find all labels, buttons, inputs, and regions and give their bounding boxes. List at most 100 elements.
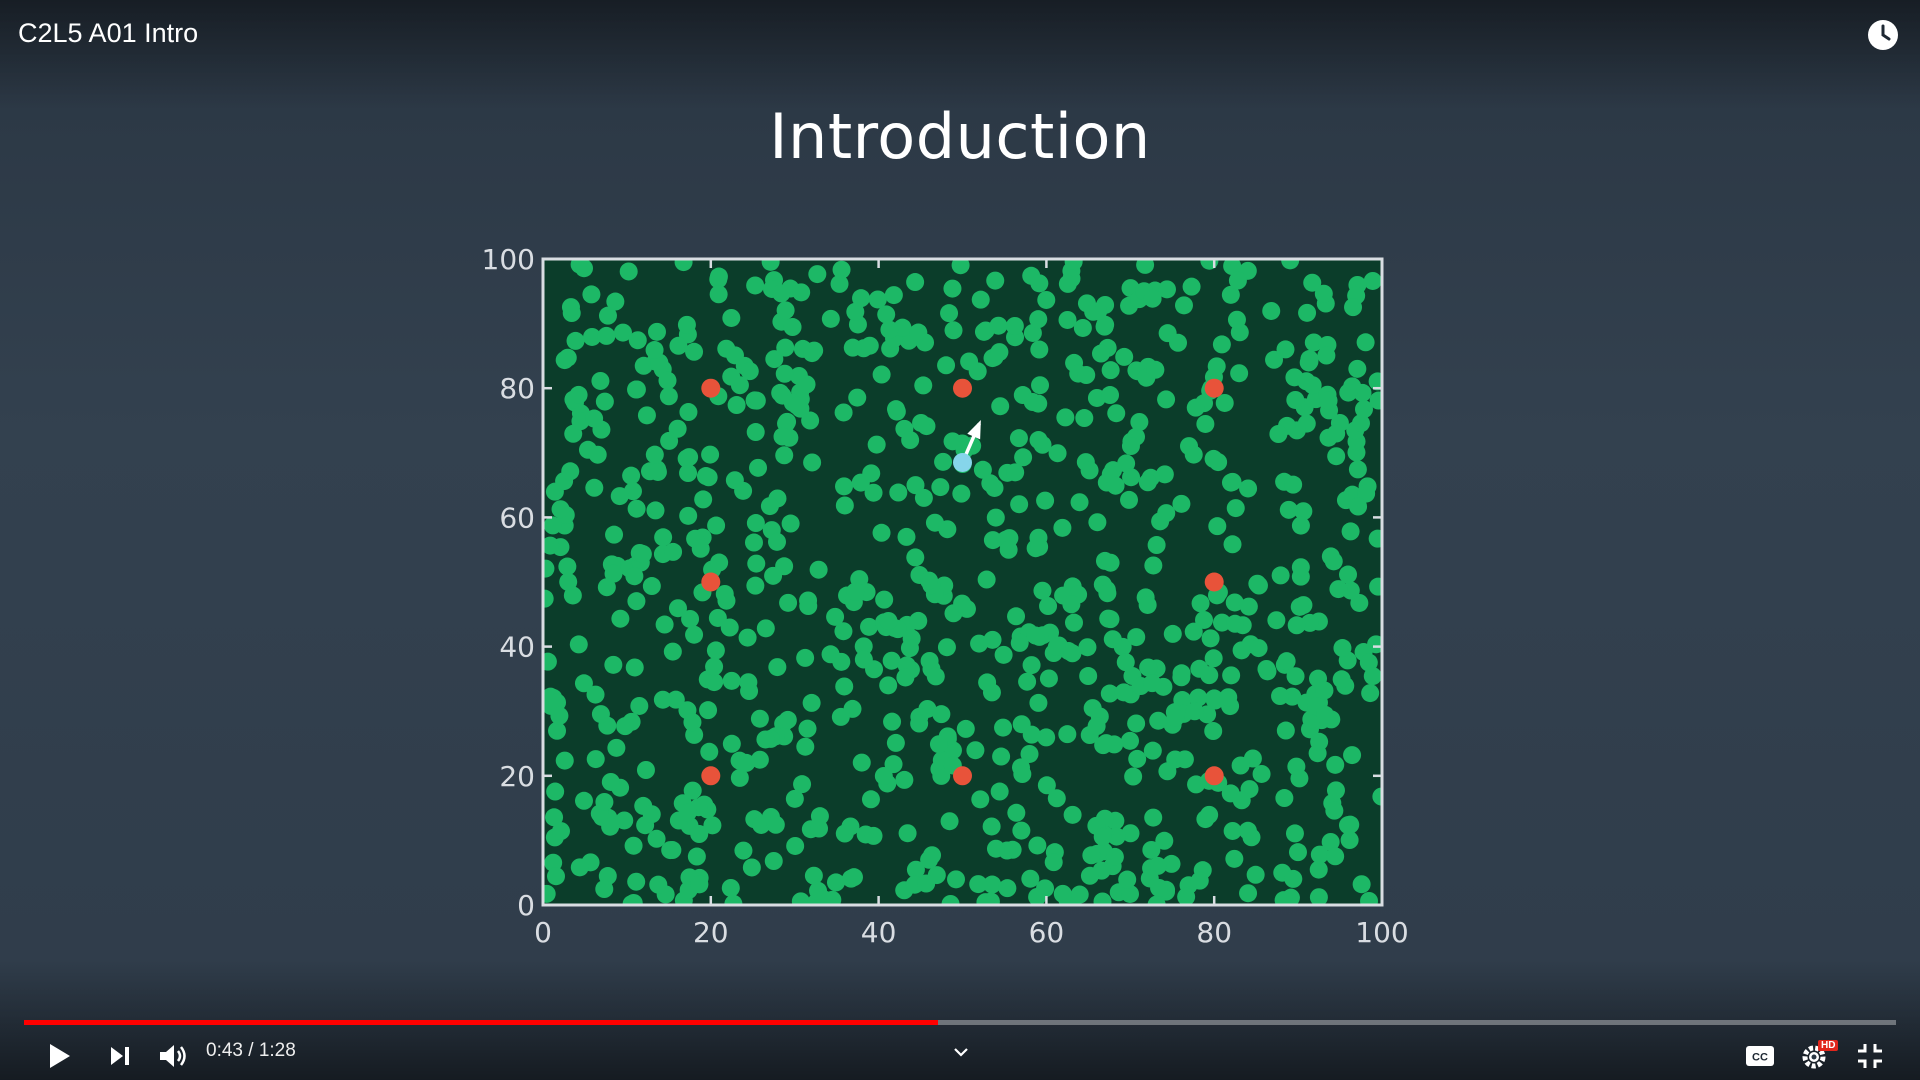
particle <box>613 323 632 342</box>
particle <box>715 584 734 603</box>
progress-bar[interactable] <box>24 1020 1896 1025</box>
particle <box>1309 860 1328 879</box>
particle <box>674 259 693 272</box>
watch-later-button[interactable] <box>1866 18 1900 52</box>
particle <box>1363 271 1382 290</box>
particle <box>633 545 652 564</box>
particle <box>1285 824 1304 843</box>
particle <box>1070 493 1089 512</box>
particle <box>707 516 726 535</box>
particle <box>1106 476 1125 495</box>
particle <box>543 559 555 578</box>
particle <box>1196 414 1215 433</box>
particle <box>636 760 655 779</box>
particle <box>1277 652 1296 671</box>
particle <box>1223 472 1242 491</box>
particle <box>1107 404 1126 423</box>
particle <box>1093 892 1112 905</box>
time-separator: / <box>242 1040 259 1061</box>
particle <box>1223 535 1242 554</box>
particle <box>1136 259 1155 274</box>
particle <box>750 750 769 769</box>
volume-button[interactable] <box>152 1036 196 1076</box>
particle <box>597 578 616 597</box>
particle <box>1230 364 1249 383</box>
particle <box>586 750 605 769</box>
particle <box>796 648 815 667</box>
particle <box>738 628 757 647</box>
particle <box>1329 580 1348 599</box>
particle <box>595 880 614 899</box>
particle <box>701 445 720 464</box>
particle <box>744 533 763 552</box>
particle <box>1200 259 1219 270</box>
particle <box>1098 584 1117 603</box>
particle <box>1058 274 1077 293</box>
particle <box>1012 821 1031 840</box>
particle <box>986 839 1005 858</box>
particle <box>1037 290 1056 309</box>
particle <box>561 462 580 481</box>
particle <box>1232 641 1251 660</box>
particle <box>1037 776 1056 795</box>
particle <box>883 712 902 731</box>
particle <box>677 315 696 334</box>
chapters-button[interactable] <box>944 1032 978 1072</box>
particle <box>1287 616 1306 635</box>
particle <box>1020 744 1039 763</box>
particle <box>658 371 677 390</box>
particle <box>843 699 862 718</box>
particle <box>654 528 673 547</box>
play-button[interactable] <box>40 1036 80 1076</box>
landmark <box>1204 572 1224 592</box>
particle <box>1096 315 1115 334</box>
particle <box>1101 386 1120 405</box>
particle <box>1226 499 1245 518</box>
particle <box>1204 649 1223 668</box>
particle <box>943 279 962 298</box>
particle <box>1291 558 1310 577</box>
particle <box>764 566 783 585</box>
particle <box>730 768 749 787</box>
particle <box>627 592 646 611</box>
particle <box>1299 353 1318 372</box>
particle <box>765 350 784 369</box>
particle <box>585 409 604 428</box>
particle <box>1026 626 1045 645</box>
volume-icon <box>160 1045 186 1067</box>
time-display: 0:43 / 1:28 <box>206 1040 296 1062</box>
landmark <box>953 378 972 398</box>
particle <box>752 815 771 834</box>
particle <box>1155 465 1174 484</box>
particle <box>793 775 812 794</box>
particle <box>1175 750 1194 769</box>
particle <box>1238 821 1257 840</box>
video-title[interactable]: C2L5 A01 Intro <box>18 18 199 48</box>
particle <box>940 812 959 831</box>
particle <box>546 782 565 801</box>
particle <box>1187 775 1206 794</box>
particle <box>649 875 668 894</box>
next-button[interactable] <box>100 1036 140 1076</box>
particle <box>558 348 577 367</box>
particle <box>898 824 917 843</box>
particle <box>1340 831 1359 850</box>
particle <box>1021 869 1040 888</box>
particle <box>645 445 664 464</box>
captions-button[interactable]: CC <box>1740 1036 1780 1076</box>
particle <box>952 484 971 503</box>
particle <box>1031 376 1050 395</box>
particle <box>826 607 845 626</box>
particle <box>601 817 620 836</box>
particle <box>705 673 724 692</box>
particle <box>1343 746 1362 765</box>
particle <box>544 853 563 872</box>
particle <box>1200 805 1219 824</box>
settings-button[interactable]: HD <box>1796 1036 1840 1076</box>
y-tick-label: 40 <box>499 631 535 664</box>
cc-icon: CC <box>1746 1046 1774 1066</box>
particle <box>973 460 992 479</box>
exit-fullscreen-button[interactable] <box>1848 1036 1892 1076</box>
particle <box>1368 372 1382 391</box>
